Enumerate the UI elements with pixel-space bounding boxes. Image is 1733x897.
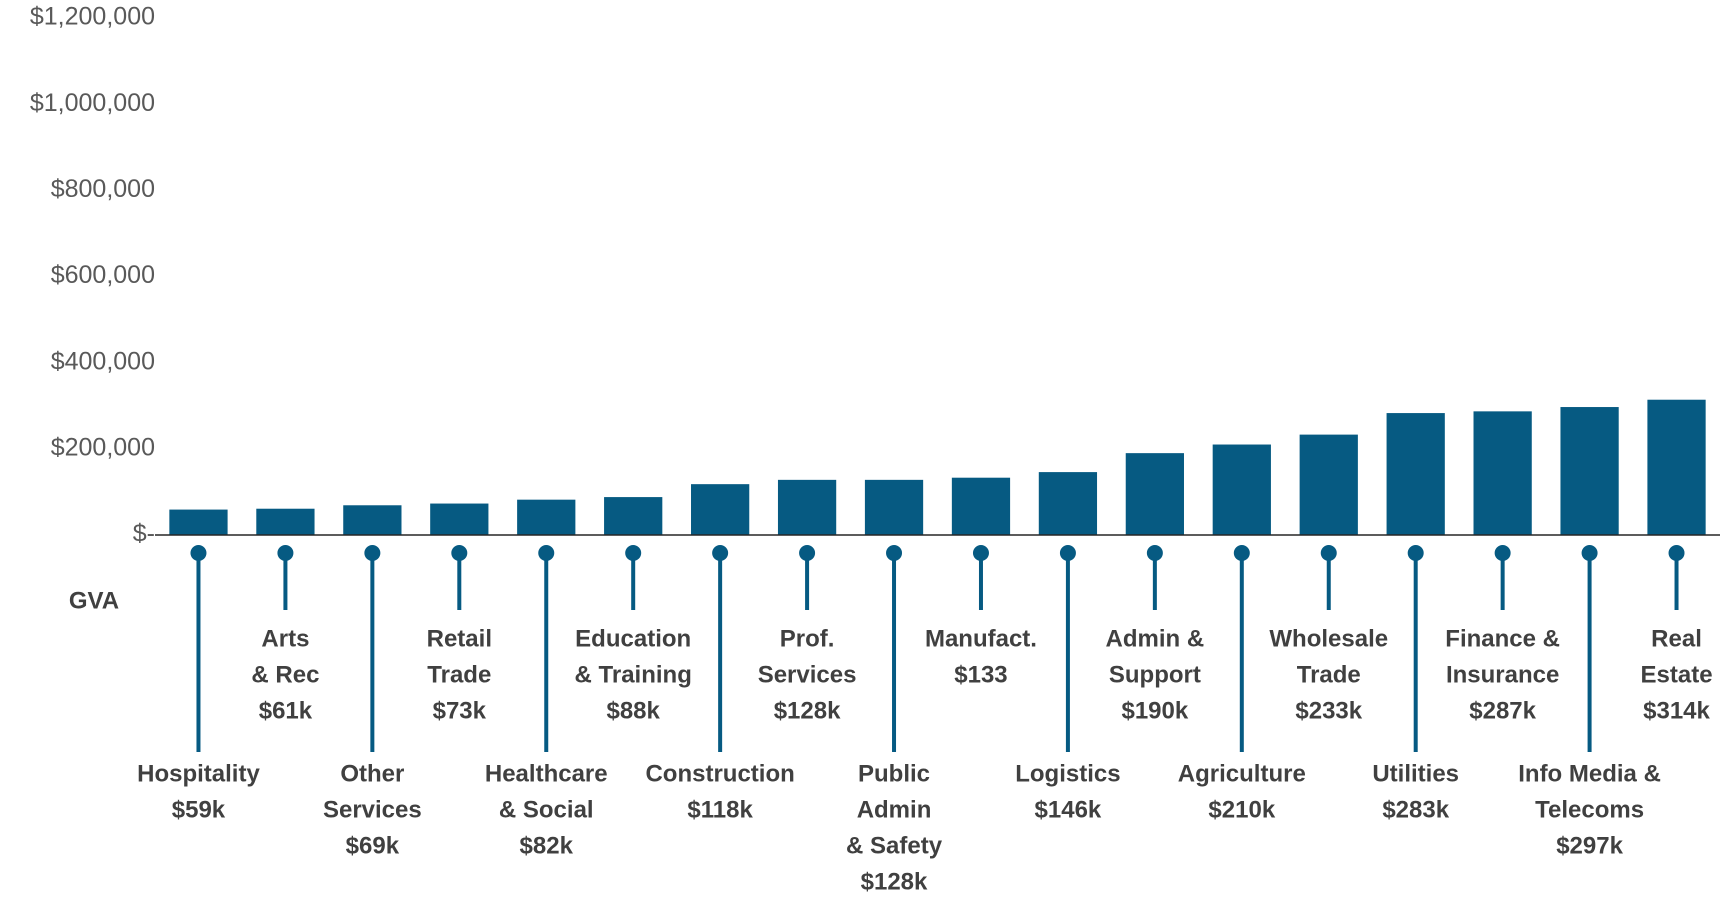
value-label: $128k xyxy=(774,697,841,724)
category-label: & Social xyxy=(499,796,594,823)
value-label: $210k xyxy=(1208,796,1275,823)
lollipop-dot xyxy=(1668,545,1685,561)
lollipop-dot xyxy=(1146,545,1163,561)
row-label: GVA xyxy=(69,587,119,614)
lollipop-dot xyxy=(712,545,729,561)
bar xyxy=(864,479,924,535)
bar xyxy=(691,484,750,535)
lollipop-dot xyxy=(972,545,989,561)
category-label: Services xyxy=(323,796,422,823)
lollipop-dot xyxy=(625,545,642,561)
lollipop-dot xyxy=(190,545,207,561)
value-label: $283k xyxy=(1382,796,1449,823)
lollipop-dot xyxy=(1407,545,1424,561)
bar xyxy=(1647,399,1706,535)
value-label: $128k xyxy=(861,868,928,892)
y-tick-label: $- xyxy=(133,520,155,548)
lollipop-dot xyxy=(364,545,381,561)
category-label: Hospitality xyxy=(137,760,260,787)
category-label: Logistics xyxy=(1015,760,1120,787)
value-label: $146k xyxy=(1035,796,1102,823)
value-label: $82k xyxy=(520,832,574,859)
category-label: & Rec xyxy=(251,661,319,688)
value-label: $314k xyxy=(1643,697,1710,724)
bar xyxy=(604,497,663,535)
bar xyxy=(169,509,228,535)
value-label: $61k xyxy=(259,697,313,724)
lollipop-dot xyxy=(1320,545,1337,561)
category-label: Public xyxy=(858,760,930,787)
y-tick-label: $400,000 xyxy=(51,347,155,375)
category-label: Construction xyxy=(645,760,794,787)
category-label: Utilities xyxy=(1372,760,1459,787)
lollipop-dot xyxy=(451,545,468,561)
bar xyxy=(1473,411,1532,535)
value-label: $118k xyxy=(687,796,753,823)
category-label: Support xyxy=(1109,661,1201,688)
bar xyxy=(1386,413,1445,535)
category-label: Trade xyxy=(427,661,491,688)
category-label: Arts xyxy=(261,625,309,652)
value-label: $287k xyxy=(1469,697,1536,724)
category-label: & Safety xyxy=(846,832,943,859)
bar xyxy=(1038,472,1098,535)
y-tick-label: $1,200,000 xyxy=(30,3,155,31)
category-label: Other xyxy=(340,760,404,787)
category-label: Insurance xyxy=(1446,661,1559,688)
value-label: $190k xyxy=(1121,697,1188,724)
category-label: Retail xyxy=(427,625,492,652)
category-label: Info Media & xyxy=(1518,760,1661,787)
category-label: & Training xyxy=(575,661,692,688)
y-tick-label: $1,000,000 xyxy=(30,89,155,117)
category-label: Services xyxy=(758,661,857,688)
bar xyxy=(1212,444,1271,535)
value-label: $88k xyxy=(606,697,660,724)
lollipop-dot xyxy=(886,545,903,561)
category-label: Manufact. xyxy=(925,625,1037,652)
lollipop-dot xyxy=(1233,545,1250,561)
bar xyxy=(1299,434,1358,535)
lollipop-dot xyxy=(799,545,816,561)
bar xyxy=(777,479,837,535)
category-label: Estate xyxy=(1641,661,1713,688)
lollipop-dot xyxy=(277,545,294,561)
category-label: Real xyxy=(1651,625,1702,652)
category-label: Telecoms xyxy=(1535,796,1644,823)
category-label: Healthcare xyxy=(485,760,608,787)
value-label: $73k xyxy=(433,697,487,724)
category-label: Admin & xyxy=(1106,625,1205,652)
value-label: $133 xyxy=(954,661,1007,688)
bar xyxy=(517,499,576,535)
value-label: $297k xyxy=(1556,832,1623,859)
category-label: Agriculture xyxy=(1178,760,1306,787)
y-tick-label: $600,000 xyxy=(51,261,155,289)
lollipop-dot xyxy=(1059,545,1076,561)
bar xyxy=(951,477,1011,535)
y-tick-label: $800,000 xyxy=(51,175,155,203)
bar xyxy=(343,505,402,535)
category-label: Education xyxy=(575,625,691,652)
bar xyxy=(1125,453,1184,535)
value-label: $59k xyxy=(172,796,226,823)
lollipop-dot xyxy=(1581,545,1598,561)
bar xyxy=(1560,407,1619,535)
lollipop-dot xyxy=(538,545,555,561)
category-label: Finance & xyxy=(1445,625,1560,652)
y-tick-label: $200,000 xyxy=(51,433,155,461)
category-label: Wholesale xyxy=(1269,625,1388,652)
value-label: $69k xyxy=(346,832,400,859)
category-label: Prof. xyxy=(780,625,835,652)
category-label: Admin xyxy=(857,796,932,823)
bar xyxy=(256,508,315,535)
lollipop-dot xyxy=(1494,545,1511,561)
value-label: $233k xyxy=(1295,697,1362,724)
category-label: Trade xyxy=(1297,661,1361,688)
bar xyxy=(430,503,489,535)
